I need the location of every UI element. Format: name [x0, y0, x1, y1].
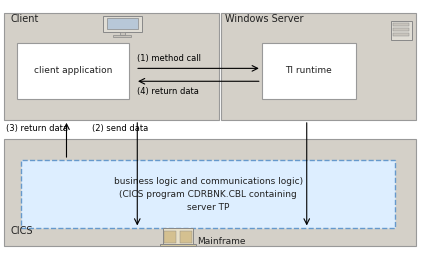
Text: (4) return data: (4) return data	[137, 87, 199, 96]
Text: business logic and communications logic): business logic and communications logic)	[114, 177, 302, 186]
Bar	[393, 28, 409, 31]
Bar	[103, 16, 142, 32]
Bar	[113, 35, 131, 37]
Text: CICS: CICS	[11, 226, 33, 236]
Bar	[160, 244, 196, 246]
Bar	[107, 18, 138, 29]
Bar	[180, 231, 191, 243]
Text: server TP: server TP	[187, 203, 229, 212]
Bar	[393, 23, 409, 26]
Bar	[163, 228, 193, 244]
Text: Windows Server: Windows Server	[225, 14, 304, 24]
Bar	[17, 43, 129, 99]
Text: (3) return data: (3) return data	[6, 125, 69, 133]
Text: Client: Client	[11, 14, 39, 24]
Bar	[120, 32, 125, 35]
Bar	[262, 43, 356, 99]
Text: Mainframe: Mainframe	[197, 237, 246, 246]
Text: TI runtime: TI runtime	[286, 67, 332, 75]
Bar	[21, 160, 395, 228]
Bar	[4, 139, 416, 246]
Bar	[390, 21, 412, 41]
Bar	[221, 13, 416, 120]
Bar	[164, 231, 176, 243]
Bar	[4, 13, 219, 120]
Text: client application: client application	[34, 67, 112, 75]
Text: (1) method call: (1) method call	[137, 54, 201, 63]
Text: (CICS program CDRBNK.CBL containing: (CICS program CDRBNK.CBL containing	[119, 190, 297, 199]
Bar	[393, 33, 409, 36]
Text: (2) send data: (2) send data	[92, 125, 148, 133]
